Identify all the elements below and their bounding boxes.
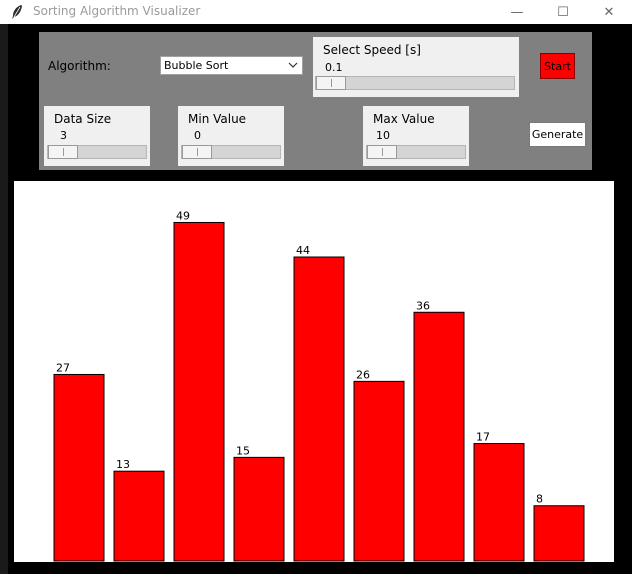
- max-value-slider-thumb[interactable]: [367, 145, 397, 159]
- data-size-value: 3: [60, 129, 67, 142]
- max-value-label: Max Value: [373, 112, 435, 126]
- bar: [353, 380, 405, 562]
- speed-group: Select Speed [s] 0.1: [313, 37, 519, 97]
- bar: [113, 470, 165, 562]
- max-value-group: Max Value 10: [363, 106, 469, 166]
- window-title: Sorting Algorithm Visualizer: [33, 4, 201, 18]
- bar-value-label: 26: [356, 368, 370, 381]
- feather-icon: [12, 5, 22, 19]
- bar: [233, 456, 285, 562]
- chevron-down-icon: [288, 62, 298, 68]
- min-value-slider-thumb[interactable]: [182, 145, 212, 159]
- start-button[interactable]: Start: [540, 53, 575, 79]
- title-bar: Sorting Algorithm Visualizer — ☐ ✕: [0, 0, 632, 24]
- data-size-slider[interactable]: [47, 145, 147, 159]
- bar: [533, 505, 585, 562]
- bar: [473, 443, 525, 562]
- data-size-group: Data Size 3: [44, 106, 150, 166]
- close-icon: ✕: [603, 4, 615, 20]
- speed-slider-thumb[interactable]: [316, 76, 346, 90]
- control-panel: Algorithm: Bubble Sort Select Speed [s] …: [39, 32, 592, 170]
- close-button[interactable]: ✕: [586, 0, 632, 24]
- bar-value-label: 36: [416, 299, 430, 312]
- min-value-group: Min Value 0: [178, 106, 284, 166]
- generate-button[interactable]: Generate: [529, 122, 586, 147]
- max-value-slider[interactable]: [366, 145, 466, 159]
- bar-value-label: 49: [176, 209, 190, 222]
- bar: [53, 373, 105, 562]
- minimize-button[interactable]: —: [494, 0, 540, 24]
- max-value-value: 10: [376, 129, 390, 142]
- data-size-slider-thumb[interactable]: [48, 145, 78, 159]
- algorithm-label: Algorithm:: [48, 59, 111, 73]
- bar-chart-canvas: 27 13 49 15 44 26 36 17 8: [14, 181, 614, 562]
- bar: [293, 256, 345, 562]
- maximize-icon: ☐: [557, 4, 569, 20]
- bar: [173, 221, 225, 562]
- bar-value-label: 8: [536, 493, 543, 506]
- bar-value-label: 15: [236, 444, 250, 457]
- min-value-label: Min Value: [188, 112, 247, 126]
- bar-value-label: 44: [296, 244, 310, 257]
- bar-value-label: 27: [56, 361, 70, 374]
- speed-value: 0.1: [325, 61, 343, 74]
- min-value-value: 0: [194, 129, 201, 142]
- minimize-icon: —: [510, 4, 524, 20]
- speed-label: Select Speed [s]: [323, 43, 421, 57]
- maximize-button[interactable]: ☐: [540, 0, 586, 24]
- data-size-label: Data Size: [54, 112, 112, 126]
- bar: [413, 311, 465, 562]
- background-window-edge: [0, 24, 8, 574]
- bar-chart: 27 13 49 15 44 26 36 17 8: [53, 209, 585, 562]
- speed-slider[interactable]: [315, 76, 515, 90]
- algorithm-select[interactable]: Bubble Sort: [160, 56, 303, 75]
- bar-value-label: 13: [116, 458, 130, 471]
- min-value-slider[interactable]: [181, 145, 281, 159]
- bar-value-label: 17: [476, 431, 490, 444]
- algorithm-select-value: Bubble Sort: [164, 59, 229, 72]
